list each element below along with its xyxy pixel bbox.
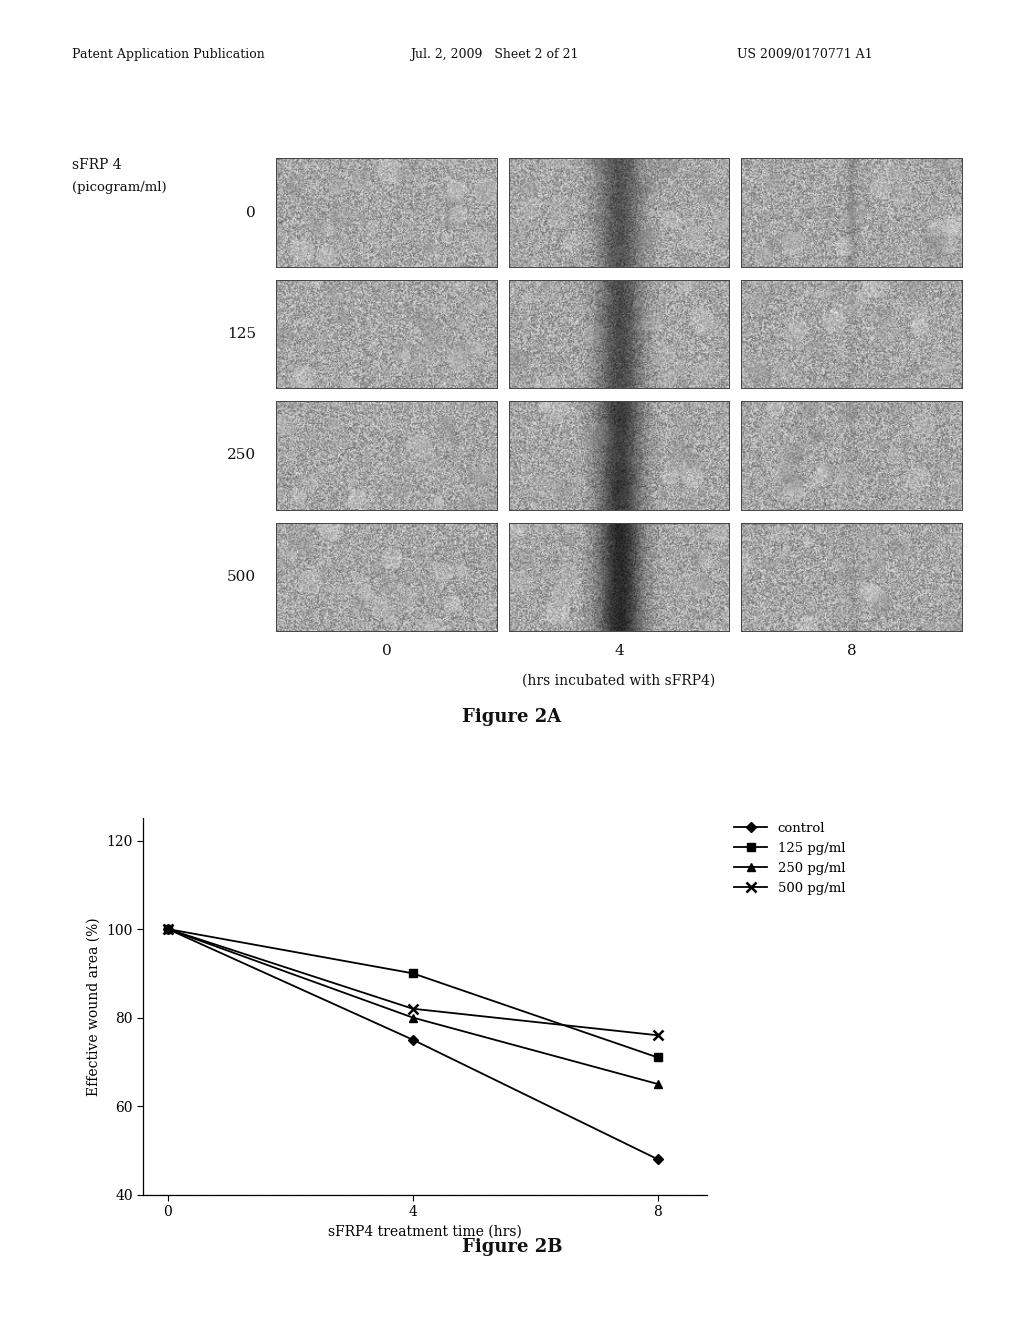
Text: 250: 250 [227,449,256,462]
Text: 0: 0 [382,644,391,659]
X-axis label: sFRP4 treatment time (hrs): sFRP4 treatment time (hrs) [328,1225,522,1238]
500 pg/ml [407,1001,419,1016]
125 pg/ml [651,1049,664,1065]
Text: 0: 0 [246,206,256,219]
Line: 500 pg/ml: 500 pg/ml [163,924,663,1040]
125 pg/ml [407,965,419,981]
Text: sFRP 4: sFRP 4 [72,158,121,173]
Y-axis label: Effective wound area (%): Effective wound area (%) [87,917,101,1096]
Text: Patent Application Publication: Patent Application Publication [72,48,264,61]
Text: 500: 500 [227,570,256,583]
Text: Figure 2A: Figure 2A [463,708,561,726]
control [407,1032,419,1048]
Line: 250 pg/ml: 250 pg/ml [164,925,662,1088]
control [651,1151,664,1167]
Text: (picogram/ml): (picogram/ml) [72,181,166,194]
500 pg/ml [162,921,174,937]
Text: 4: 4 [614,644,624,659]
500 pg/ml [651,1027,664,1043]
250 pg/ml [407,1010,419,1026]
Line: control: control [164,925,662,1163]
Text: 125: 125 [227,327,256,341]
125 pg/ml [162,921,174,937]
250 pg/ml [651,1076,664,1092]
Line: 125 pg/ml: 125 pg/ml [164,925,662,1061]
250 pg/ml [162,921,174,937]
Text: (hrs incubated with sFRP4): (hrs incubated with sFRP4) [522,673,716,688]
Text: Jul. 2, 2009   Sheet 2 of 21: Jul. 2, 2009 Sheet 2 of 21 [410,48,579,61]
Legend: control, 125 pg/ml, 250 pg/ml, 500 pg/ml: control, 125 pg/ml, 250 pg/ml, 500 pg/ml [730,817,849,899]
Text: US 2009/0170771 A1: US 2009/0170771 A1 [737,48,872,61]
Text: 8: 8 [847,644,856,659]
Text: Figure 2B: Figure 2B [462,1238,562,1257]
control [162,921,174,937]
